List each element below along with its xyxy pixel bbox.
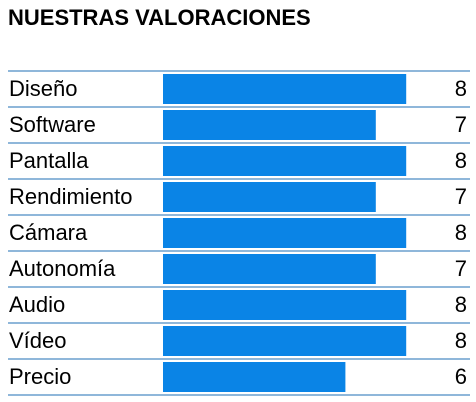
bar xyxy=(163,254,376,284)
value-label: 8 xyxy=(455,292,467,317)
category-label: Software xyxy=(9,112,96,137)
category-label: Precio xyxy=(9,364,71,389)
value-label: 7 xyxy=(455,256,467,281)
bar xyxy=(163,290,407,320)
bar xyxy=(163,110,376,140)
chart-title: NUESTRAS VALORACIONES xyxy=(8,5,311,30)
category-label: Vídeo xyxy=(9,328,67,353)
value-label: 8 xyxy=(455,328,467,353)
value-label: 8 xyxy=(455,148,467,173)
bar xyxy=(163,218,407,248)
value-label: 7 xyxy=(455,184,467,209)
bar xyxy=(163,146,407,176)
value-label: 8 xyxy=(455,76,467,101)
category-label: Cámara xyxy=(9,220,88,245)
value-label: 7 xyxy=(455,112,467,137)
category-label: Rendimiento xyxy=(9,184,133,209)
category-label: Audio xyxy=(9,292,65,317)
value-label: 6 xyxy=(455,364,467,389)
value-label: 8 xyxy=(455,220,467,245)
category-label: Diseño xyxy=(9,76,77,101)
bar xyxy=(163,362,346,392)
category-label: Pantalla xyxy=(9,148,89,173)
bar xyxy=(163,74,407,104)
bar xyxy=(163,326,407,356)
category-label: Autonomía xyxy=(9,256,116,281)
bar xyxy=(163,182,376,212)
